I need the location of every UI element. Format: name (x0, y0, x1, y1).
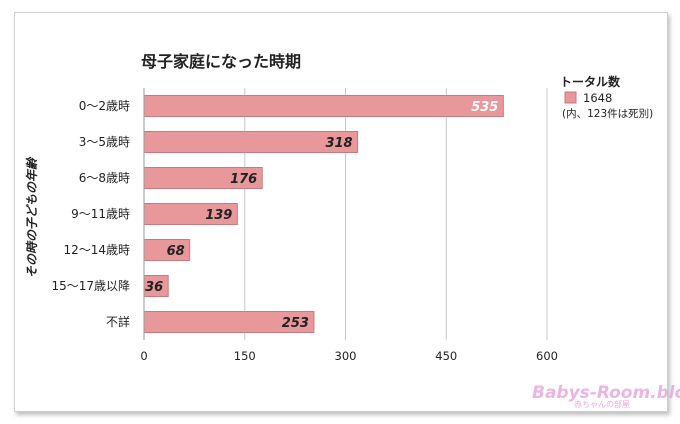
category-label: 6～8歳時 (79, 171, 130, 185)
legend-title: トータル数 (560, 74, 621, 89)
watermark-sub: 赤ちゃんの部屋 (574, 399, 630, 409)
x-tick-label: 600 (536, 349, 558, 363)
bar-value-label: 253 (282, 316, 309, 331)
category-label: 3～5歳時 (79, 135, 130, 149)
y-axis-label: その時の子どもの年齢 (25, 156, 39, 278)
category-label: 12～14歳時 (63, 243, 130, 257)
bar-value-label: 535 (471, 100, 498, 115)
category-label: 不詳 (106, 314, 130, 329)
category-label: 0～2歳時 (79, 99, 130, 113)
chart-frame (14, 12, 668, 412)
x-tick-label: 300 (335, 349, 357, 363)
category-label: 9～11歳時 (71, 207, 130, 221)
watermark: Babys-Room.blog 赤ちゃんの部屋 (532, 383, 680, 409)
x-tick-labels: 0 150 300 450 600 (140, 349, 558, 363)
x-tick-label: 450 (435, 349, 457, 363)
bar-value-label: 139 (205, 208, 232, 223)
gridlines (244, 88, 548, 340)
legend-entry: 1648 (583, 91, 612, 105)
bars: 535 318 176 139 68 36 253 (143, 95, 504, 333)
x-tick-label: 0 (140, 349, 147, 363)
bar-value-label: 318 (325, 136, 352, 151)
x-tick-label: 150 (234, 349, 256, 363)
bar-value-label: 176 (230, 172, 257, 187)
legend-swatch (564, 91, 577, 104)
legend: トータル数 1648 (内、123件は死別) (560, 74, 653, 120)
category-label: 15～17歳以降 (51, 279, 130, 293)
bar (143, 95, 504, 117)
bar-value-label: 68 (167, 244, 185, 259)
watermark-logo: Babys-Room.blog (532, 383, 680, 403)
bar-value-label: 36 (145, 280, 163, 295)
legend-note: (内、123件は死別) (562, 107, 653, 120)
chart-title: 母子家庭になった時期 (141, 52, 301, 71)
